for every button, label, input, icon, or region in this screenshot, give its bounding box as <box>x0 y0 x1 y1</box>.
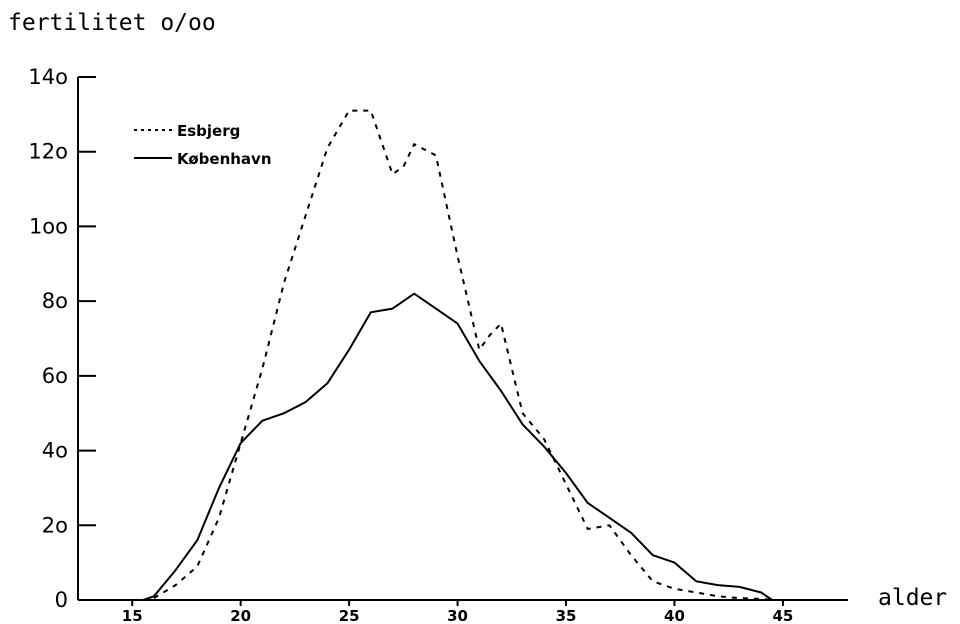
y-tick-label: 1oo <box>29 214 68 238</box>
series-layer <box>142 109 773 601</box>
x-axis-title: alder <box>878 585 947 611</box>
y-tick-label: 4o <box>42 439 68 463</box>
x-tick-label: 25 <box>339 607 360 624</box>
x-tick-label: 30 <box>447 607 468 624</box>
y-tick-label: 14o <box>28 65 68 89</box>
y-tick-label: 6o <box>42 364 68 388</box>
legend-label: Esbjerg <box>177 122 240 140</box>
y-tick-label: 12o <box>28 140 68 164</box>
x-ticks: 15 20 25 30 35 40 45 <box>122 600 793 624</box>
y-axis-title: fertilitet o/oo <box>8 10 216 36</box>
y-tick-label: 2o <box>42 513 68 537</box>
y-tick-label: 8o <box>42 289 68 313</box>
series-line-esbjerg <box>142 109 773 601</box>
y-ticks: 0 2o 4o 6o 8o 1oo 12o 14o <box>28 65 96 612</box>
x-tick-label: 15 <box>122 607 143 624</box>
y-tick-label: 0 <box>55 588 68 612</box>
x-tick-label: 45 <box>772 607 793 624</box>
series-line-kobenhavn <box>142 292 773 601</box>
legend-label: København <box>177 150 272 168</box>
x-tick-label: 35 <box>556 607 577 624</box>
legend: Esbjerg København <box>134 122 272 168</box>
x-tick-label: 20 <box>230 607 251 624</box>
x-tick-label: 40 <box>664 607 685 624</box>
